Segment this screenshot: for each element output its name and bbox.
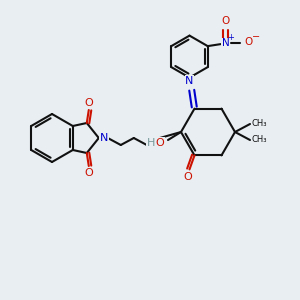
Text: O: O [156, 138, 164, 148]
Text: CH₃: CH₃ [251, 119, 267, 128]
Text: +: + [227, 33, 234, 42]
Text: −: − [252, 32, 260, 42]
Text: O: O [222, 16, 230, 26]
Text: O: O [84, 168, 93, 178]
Text: H: H [147, 138, 155, 148]
Text: CH₃: CH₃ [251, 136, 267, 145]
Text: O: O [183, 172, 192, 182]
Text: O: O [244, 37, 253, 47]
Text: N: N [185, 76, 194, 85]
Text: N: N [100, 133, 108, 143]
Text: O: O [84, 98, 93, 108]
Text: N: N [222, 38, 230, 48]
